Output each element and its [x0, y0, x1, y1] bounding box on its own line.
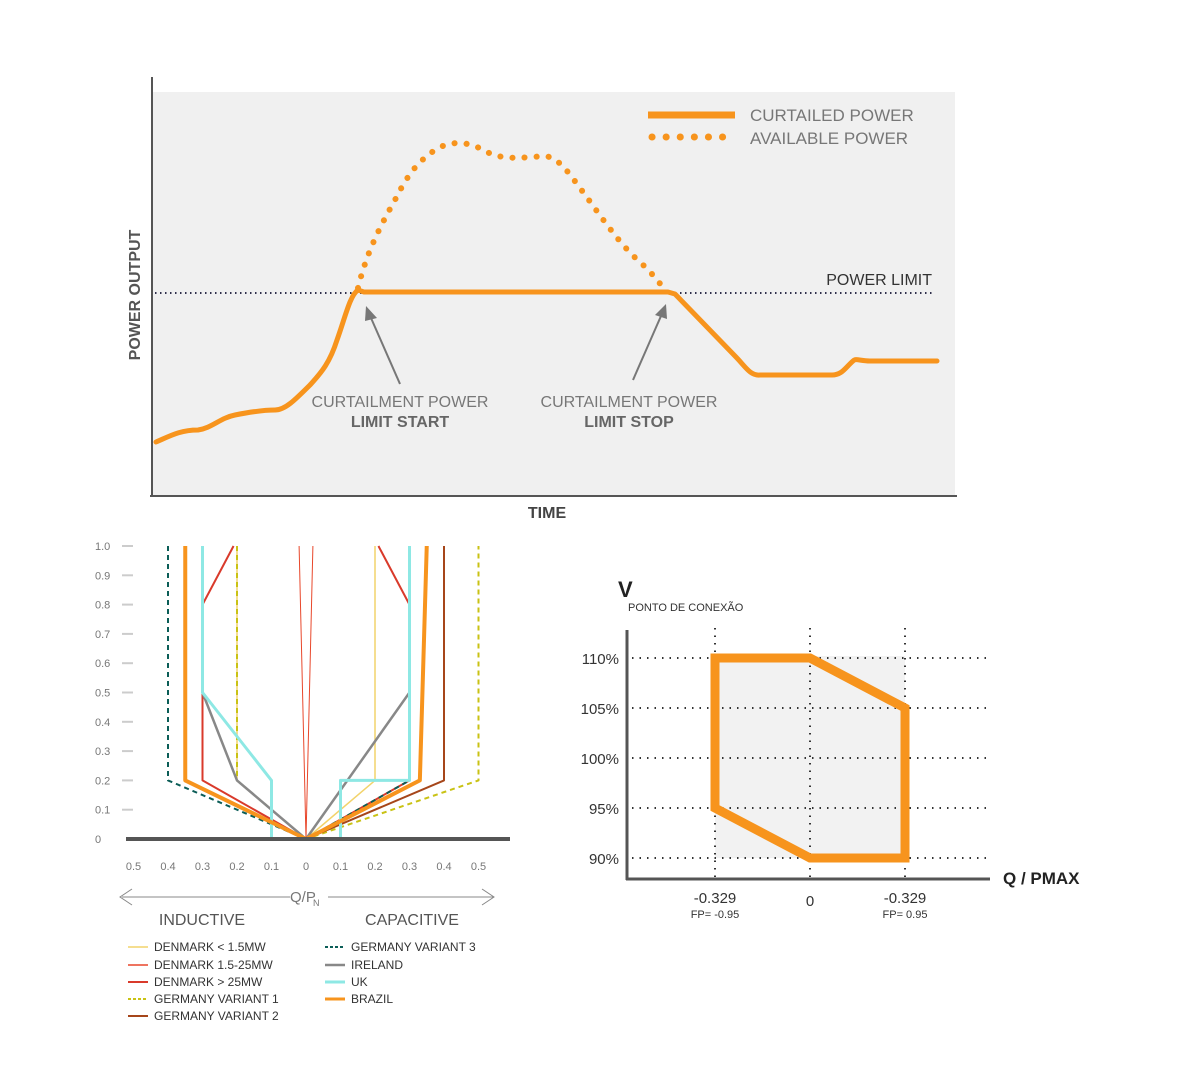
x-tick-label: 0.1 [264, 861, 279, 873]
x-axis-label-sub: N [313, 898, 320, 908]
stop-annotation-line1: CURTAILMENT POWER [541, 394, 718, 411]
x-tick-label: 0.4 [160, 861, 175, 873]
grid-code-chart: 1.00.90.80.70.60.50.40.30.20.10 0.5 0.4 0.… [95, 541, 510, 1023]
y-axis-label-sub: PONTO DE CONEXÃO [628, 601, 744, 614]
stop-annotation-line2: LIMIT STOP [584, 414, 674, 431]
capacitive-label: CAPACITIVE [365, 912, 459, 929]
y-tick-label: 95% [589, 801, 619, 818]
y-tick-label: 110% [582, 651, 619, 668]
x-tick-sublabel: FP= 0.95 [883, 909, 928, 921]
legend: CURTAILED POWER AVAILABLE POWER [648, 106, 914, 148]
x-tick-label: 0.2 [367, 861, 382, 873]
legend-label: BRAZIL [351, 992, 393, 1006]
voltage-region-series [710, 653, 910, 863]
curtailed-power-series [153, 287, 940, 445]
stop-arrow-head [655, 304, 667, 319]
power-limit-label: POWER LIMIT [826, 272, 932, 289]
legend-label: GERMANY VARIANT 3 [351, 940, 476, 954]
series-denmark-1-5mw [236, 546, 376, 840]
y-tick-label: 105% [581, 701, 619, 718]
x-tick-label: 0.3 [402, 861, 417, 873]
start-arrow-head [365, 306, 377, 321]
x-tick-label: 0.5 [471, 861, 486, 873]
x-tick-label: 0.4 [436, 861, 451, 873]
y-tick-label: 0.3 [95, 746, 110, 758]
x-tick-group: -0.329 FP= -0.95 0 -0.329 FP= 0.95 [691, 890, 928, 921]
series-denmark-25mw [201, 545, 411, 840]
legend-label: IRELAND [351, 958, 403, 972]
y-axis-label-main: V [618, 577, 633, 602]
stop-arrow-shaft [632, 315, 662, 381]
series-germany-variant-3 [167, 546, 411, 840]
y-tick-label: 0.7 [95, 629, 110, 641]
x-tick-label: 0 [303, 861, 309, 873]
start-annotation-line2: LIMIT START [351, 414, 450, 431]
legend-label: UK [351, 975, 368, 989]
x-tick-label: -0.329 [884, 890, 927, 907]
curtailment-chart: POWER OUTPUT TIME POWER LIMIT CURTAILMEN… [127, 77, 957, 522]
x-tick-label: 0.2 [229, 861, 244, 873]
series-ireland [201, 691, 411, 841]
y-tick-label: 0 [95, 834, 101, 846]
x-tick-label: 0.5 [126, 861, 141, 873]
y-tick-group: 110% 105% 100% 95% 90% [581, 651, 619, 868]
axis-arrow-left-head [119, 888, 133, 906]
inductive-label: INDUCTIVE [159, 912, 245, 929]
x-tick-label: -0.329 [694, 890, 737, 907]
y-tick-label: 90% [589, 851, 619, 868]
x-tick-label: 0 [806, 893, 814, 910]
y-tick-label: 0.1 [95, 805, 110, 817]
y-tick-label: 0.4 [95, 717, 110, 729]
axis-arrow-right-head [481, 888, 495, 906]
start-annotation-line1: CURTAILMENT POWER [312, 394, 489, 411]
series-germany-variant-2 [184, 546, 445, 840]
x-tick-sublabel: FP= -0.95 [691, 909, 740, 921]
series-uk [201, 546, 411, 841]
legend-label: DENMARK 1.5-25MW [154, 958, 273, 972]
y-tick-label: 0.5 [95, 688, 110, 700]
y-tick-label: 100% [581, 751, 619, 768]
legend-label: GERMANY VARIANT 1 [154, 992, 279, 1006]
legend-label: GERMANY VARIANT 2 [154, 1009, 279, 1023]
x-tick-label: 0.1 [333, 861, 348, 873]
x-axis-label-main: Q/P [290, 889, 316, 906]
series-brazil [183, 545, 429, 841]
y-axis-label: POWER OUTPUT [127, 229, 144, 360]
legend-label-available: AVAILABLE POWER [750, 129, 908, 148]
series-denmark-1-5-25mw [298, 545, 314, 840]
start-arrow-shaft [370, 317, 401, 385]
y-tick-label: 0.8 [95, 600, 110, 612]
y-tick-label: 0.9 [95, 570, 110, 582]
legend-label-curtailed: CURTAILED POWER [750, 106, 914, 125]
x-tick-group: 0.5 0.4 0.3 0.2 0.1 0 0.1 0.2 0.3 0.4 0.5 [126, 861, 486, 873]
y-tick-label: 1.0 [95, 541, 110, 553]
x-tick-label: 0.3 [195, 861, 210, 873]
y-tick-label: 0.6 [95, 658, 110, 670]
available-power-series [355, 140, 669, 295]
x-axis-label: Q / PMAX [1003, 869, 1080, 888]
legend: DENMARK < 1.5MW DENMARK 1.5-25MW DENMARK >… [128, 940, 476, 1023]
voltage-chart: V PONTO DE CONEXÃO Q / PMAX 110% 105% 100%… [581, 577, 1081, 921]
series-group [167, 545, 480, 841]
legend-label: DENMARK < 1.5MW [154, 940, 266, 954]
y-tick-group: 1.0 0.9 0.8 0.7 0.6 0.5 0.4 0.3 0.2 0.1 0 [95, 541, 133, 846]
y-tick-label: 0.2 [95, 775, 110, 787]
x-axis-label: TIME [528, 505, 567, 522]
legend-label: DENMARK > 25MW [154, 975, 263, 989]
